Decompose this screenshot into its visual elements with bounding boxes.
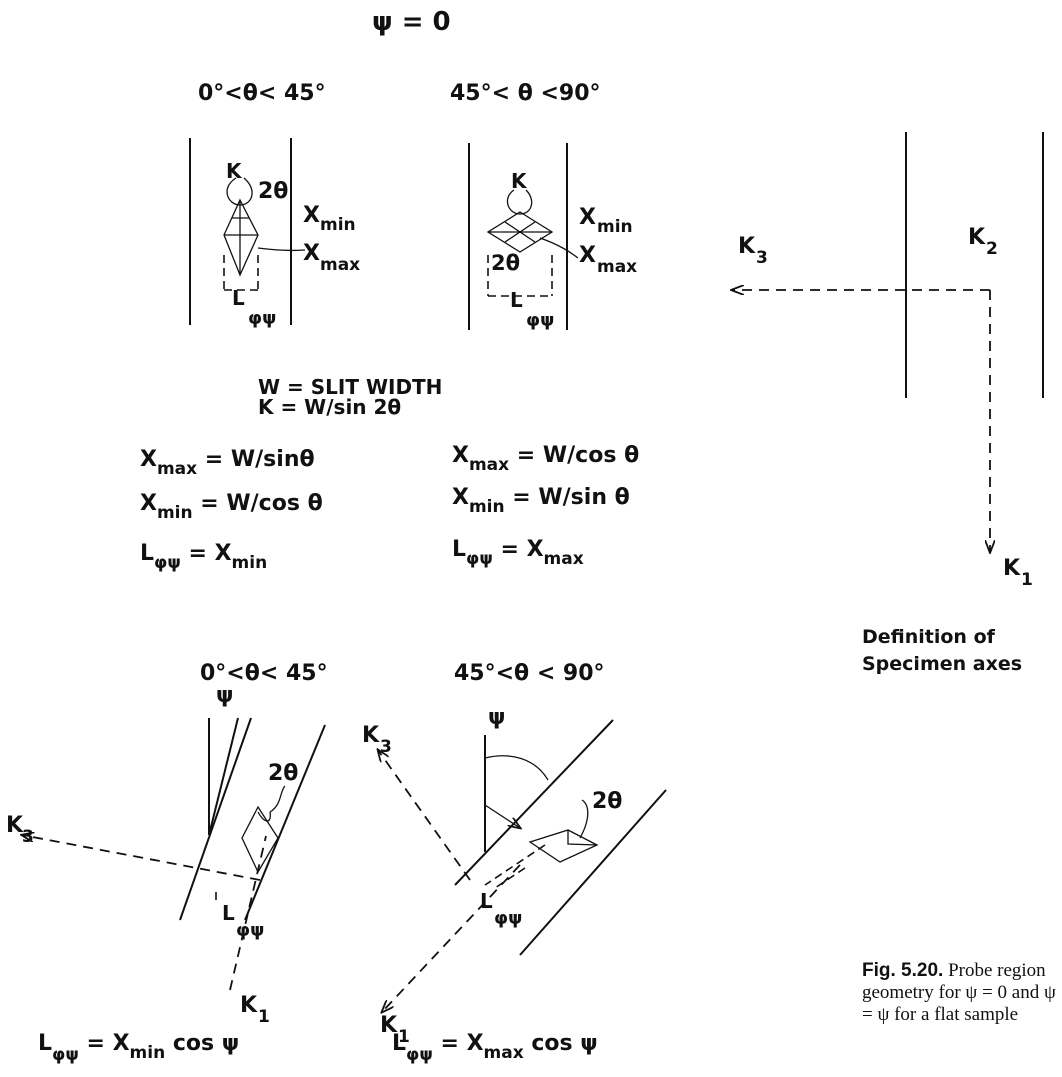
axes-caption-line1: Definition of — [862, 626, 996, 648]
right-formula-3: Lφψ = Xmax — [452, 537, 584, 569]
two-theta-right: 2θ — [491, 251, 520, 275]
left-formula-3: Lφψ = Xmin — [140, 541, 267, 573]
two-theta-bottom-left: 2θ — [268, 761, 298, 786]
figure-caption-label: Fig. 5.20. — [862, 960, 944, 981]
k1-bottom-left-sub: 1 — [258, 1007, 270, 1027]
k3-sub: 3 — [756, 248, 768, 268]
left-formula-2: Xmin = W/cos θ — [140, 491, 323, 523]
psi-zero-title: ψ = 0 — [372, 7, 451, 37]
specimen-axes-diagram: K 3 K 2 K 1 Definition of Specimen axes — [732, 132, 1044, 675]
two-theta-bottom-right: 2θ — [592, 789, 622, 814]
range-right-bottom: 45°<θ < 90° — [454, 661, 605, 686]
k1-bottom-right: K — [380, 1013, 398, 1038]
k1-bottom-right-sub: 1 — [398, 1027, 410, 1047]
l-sub-right: φψ — [526, 310, 554, 331]
figure-caption: Fig. 5.20. Probe region geometry for ψ =… — [862, 960, 1058, 1026]
two-theta-left: 2θ — [258, 179, 288, 204]
tilted-slit-right: ψ 2θ K 3 L φψ K 1 — [362, 705, 667, 1047]
l-label-left: L — [232, 286, 245, 310]
xmin-label-right: X — [579, 205, 596, 230]
k1-bottom-left: K — [240, 993, 258, 1018]
range-left-top: 0°<θ< 45° — [198, 81, 326, 106]
k-definition-line: K = W/sin 2θ — [258, 395, 401, 419]
xmax-sub-left: max — [320, 255, 360, 275]
axes-caption-line2: Specimen axes — [862, 653, 1022, 675]
k2-sub: 2 — [986, 239, 998, 259]
range-right-top: 45°< θ <90° — [450, 81, 601, 106]
k2-label: K — [968, 225, 986, 250]
l-bottom-right-sub: φψ — [494, 908, 522, 929]
k3-bottom-right: K — [362, 723, 380, 748]
l-label-right: L — [510, 288, 523, 312]
xmin-sub-left: min — [320, 215, 356, 235]
formula-block: W = SLIT WIDTH K = W/sin 2θ Xmax = W/sin… — [140, 375, 639, 573]
psi-left: ψ — [216, 683, 233, 708]
range-left-bottom: 0°<θ< 45° — [200, 661, 328, 686]
slit-diagram-left: K 2θ X min X max L φψ — [189, 138, 360, 329]
k1-label: K — [1003, 556, 1021, 581]
figure-caption-text: Probe region geometry for ψ = 0 and ψ = … — [862, 960, 1056, 1025]
right-formula-1: Xmax = W/cos θ — [452, 443, 639, 475]
l-bottom-left: L — [222, 901, 235, 925]
bottom-formula-right: Lφψ = Xmax cos ψ — [392, 1031, 598, 1065]
l-bottom-left-sub: φψ — [236, 920, 264, 941]
psi-right: ψ — [488, 705, 505, 730]
xmax-label-left: X — [303, 241, 320, 266]
slit-diagram-right: K 2θ X min X max L φψ — [468, 143, 637, 331]
right-formula-2: Xmin = W/sin θ — [452, 485, 630, 517]
xmax-label-right: X — [579, 243, 596, 268]
xmin-label-left: X — [303, 203, 320, 228]
k3-bottom-left: K — [6, 813, 24, 838]
xmax-sub-right: max — [597, 257, 637, 277]
slit-width-line: W = SLIT WIDTH — [258, 375, 442, 399]
l-bottom-right: L — [480, 889, 493, 913]
l-sub-left: φψ — [248, 308, 276, 329]
k-label-right: K — [511, 169, 528, 193]
left-formula-1: Xmax = W/sinθ — [140, 447, 315, 479]
k1-sub: 1 — [1021, 570, 1033, 590]
k3-label: K — [738, 234, 756, 259]
k-label-left: K — [226, 159, 243, 183]
bottom-formula-left: Lφψ = Xmin cos ψ — [38, 1031, 239, 1065]
k3-bottom-right-sub: 3 — [380, 737, 392, 757]
k3-bottom-left-sub: 3 — [22, 827, 34, 847]
tilted-slit-left: ψ 2θ K 3 L φψ K 1 — [6, 683, 326, 1027]
xmin-sub-right: min — [597, 217, 633, 237]
